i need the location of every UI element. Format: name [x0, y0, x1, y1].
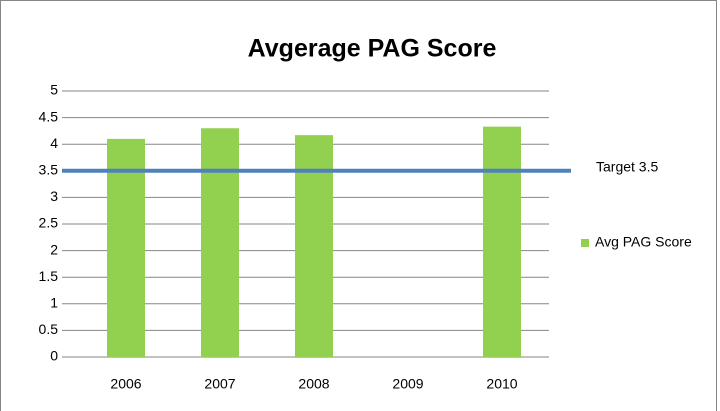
- bar: [107, 138, 145, 357]
- legend-label: Avg PAG Score: [595, 234, 692, 250]
- bar: [295, 135, 333, 357]
- y-tick-label: 1.5: [39, 268, 59, 284]
- y-tick-label: 3.5: [39, 162, 59, 178]
- y-tick-label: 5: [50, 82, 58, 98]
- x-tick-label: 2010: [486, 376, 517, 392]
- bar: [201, 128, 239, 357]
- chart-title: Avgerage PAG Score: [248, 35, 497, 63]
- x-tick-label: 2009: [392, 376, 423, 392]
- y-tick-label: 3: [50, 188, 58, 204]
- bar: [483, 126, 521, 357]
- y-tick-label: 0: [50, 348, 58, 364]
- y-tick-label: 0.5: [39, 321, 59, 337]
- x-tick-label: 2008: [298, 376, 329, 392]
- legend-swatch: [581, 239, 589, 247]
- y-tick-label: 2.5: [39, 215, 59, 231]
- x-tick-label: 2006: [110, 376, 141, 392]
- y-tick-label: 4: [50, 135, 58, 151]
- y-tick-label: 1: [50, 295, 58, 311]
- x-tick-label: 2007: [204, 376, 235, 392]
- target-label: Target 3.5: [596, 159, 658, 175]
- y-tick-label: 2: [50, 241, 58, 257]
- y-tick-label: 4.5: [39, 108, 59, 124]
